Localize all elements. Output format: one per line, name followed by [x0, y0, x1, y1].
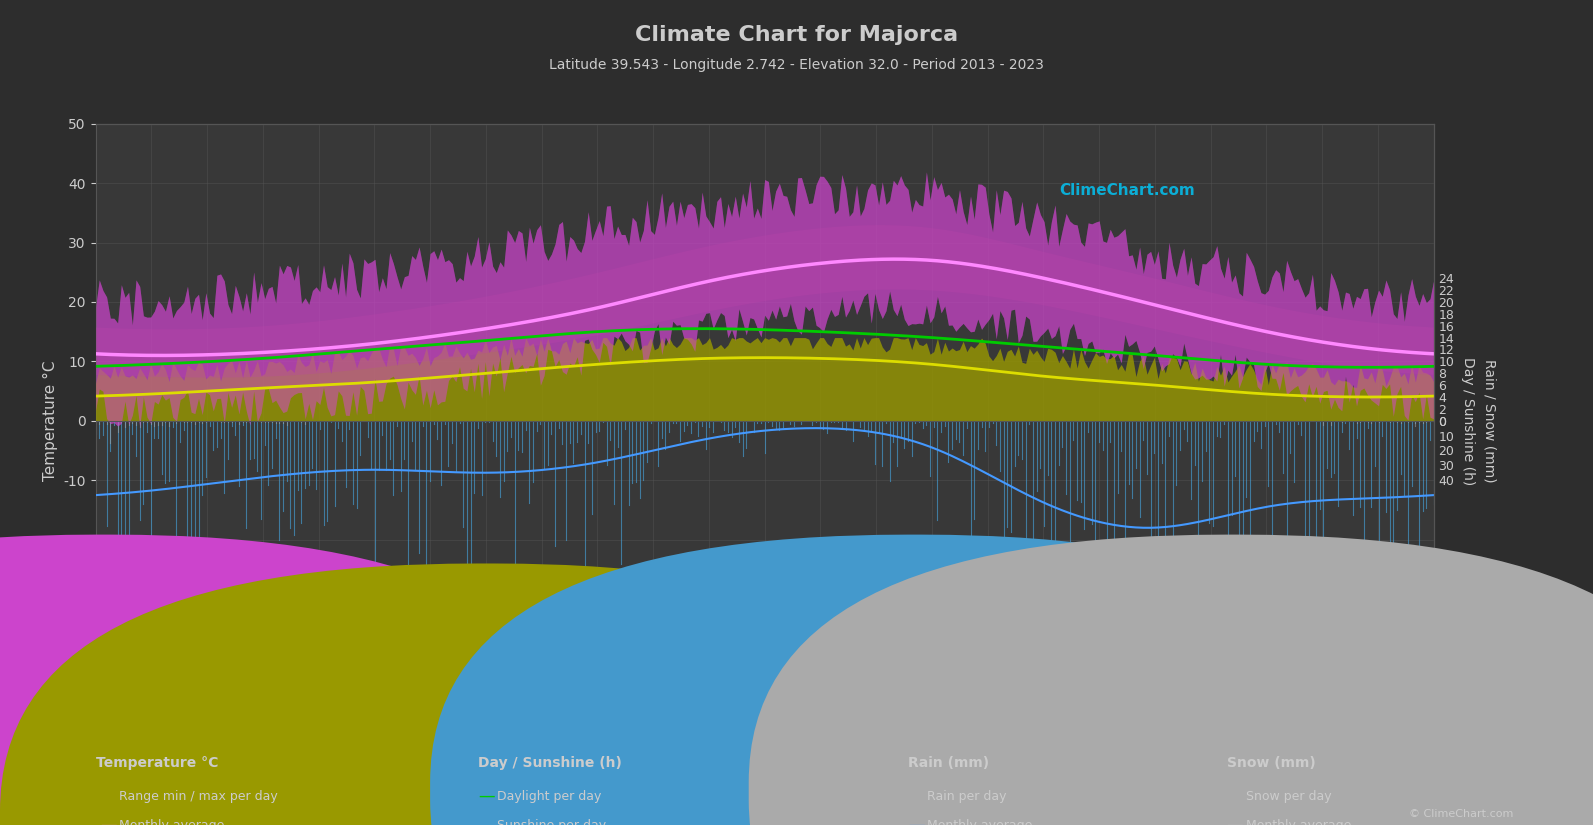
Y-axis label: Rain / Snow (mm): Rain / Snow (mm): [1481, 359, 1496, 483]
Text: ClimeChart.com: ClimeChart.com: [162, 631, 298, 647]
Text: Snow (mm): Snow (mm): [1227, 757, 1316, 771]
Text: Rain (mm): Rain (mm): [908, 757, 989, 771]
Text: Monthly average: Monthly average: [927, 818, 1032, 825]
Text: —: —: [100, 816, 116, 825]
Y-axis label: Day / Sunshine (h): Day / Sunshine (h): [1461, 356, 1475, 485]
Text: Monthly average: Monthly average: [119, 818, 225, 825]
Text: Daylight per day: Daylight per day: [497, 790, 602, 803]
Text: —: —: [908, 816, 924, 825]
Text: Range min / max per day: Range min / max per day: [119, 790, 279, 803]
Text: Snow per day: Snow per day: [1246, 790, 1332, 803]
Y-axis label: Temperature °C: Temperature °C: [43, 361, 57, 481]
Text: Sunshine per day: Sunshine per day: [497, 818, 607, 825]
Text: Temperature °C: Temperature °C: [96, 757, 218, 771]
Text: Monthly average: Monthly average: [1246, 818, 1351, 825]
Text: © ClimeChart.com: © ClimeChart.com: [1408, 808, 1513, 818]
Text: ClimeChart.com: ClimeChart.com: [1059, 183, 1195, 198]
Text: Latitude 39.543 - Longitude 2.742 - Elevation 32.0 - Period 2013 - 2023: Latitude 39.543 - Longitude 2.742 - Elev…: [550, 58, 1043, 72]
Text: Rain per day: Rain per day: [927, 790, 1007, 803]
Text: —: —: [1227, 816, 1243, 825]
Text: Day / Sunshine (h): Day / Sunshine (h): [478, 757, 621, 771]
Text: Climate Chart for Majorca: Climate Chart for Majorca: [636, 25, 957, 45]
Text: —: —: [478, 787, 494, 805]
